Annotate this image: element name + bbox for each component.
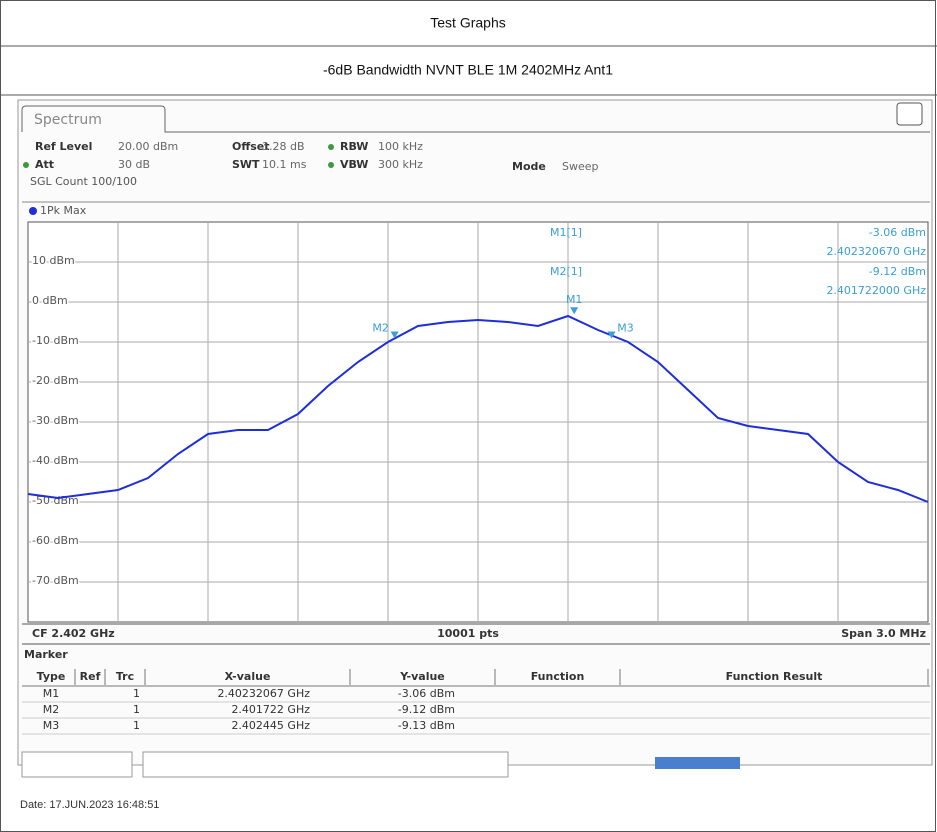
trace-dot — [29, 207, 37, 215]
status-dot — [328, 162, 334, 168]
trace-label: 1Pk Max — [40, 204, 87, 217]
readout-name: M1[1] — [550, 226, 582, 239]
setting-label: SWT — [232, 158, 260, 171]
y-tick-label: 0 dBm — [32, 294, 68, 307]
trace — [27, 314, 929, 503]
column-header: Trc — [116, 670, 134, 683]
tab-label: Spectrum — [34, 112, 102, 128]
setting-label: VBW — [340, 158, 368, 171]
setting-label: Att — [35, 158, 54, 171]
cell: 1 — [133, 687, 140, 700]
status-dot — [328, 144, 334, 150]
column-header: Function — [531, 670, 585, 683]
y-tick-label: -40 dBm — [32, 454, 79, 467]
footer-pts: 10001 pts — [437, 627, 499, 640]
subtitle: -6dB Bandwidth NVNT BLE 1M 2402MHz Ant1 — [323, 62, 613, 78]
readout-level: -9.12 dBm — [869, 265, 926, 278]
setting-value: 20.00 dBm — [118, 140, 178, 153]
y-tick-label: -20 dBm — [32, 374, 79, 387]
cell: 2.40232067 GHz — [217, 687, 310, 700]
setting-value: 30 dB — [118, 158, 150, 171]
y-tick-label: 10 dBm — [32, 254, 75, 267]
sgl-count: SGL Count 100/100 — [30, 175, 137, 188]
y-tick-label: -30 dBm — [32, 414, 79, 427]
cell: M1 — [43, 687, 60, 700]
setting-value: 100 kHz — [378, 140, 423, 153]
column-header: Function Result — [726, 670, 823, 683]
tab — [21, 105, 930, 133]
marker — [570, 307, 579, 315]
status-dot — [23, 162, 29, 168]
cell: -9.13 dBm — [398, 719, 455, 732]
readout-freq: 2.402320670 GHz — [826, 245, 926, 258]
footer-cf: CF 2.402 GHz — [32, 627, 115, 640]
cell: -3.06 dBm — [398, 687, 455, 700]
column-header: Type — [37, 670, 66, 683]
readout-freq: 2.401722000 GHz — [826, 284, 926, 297]
status-box — [21, 751, 133, 778]
column-header: Y-value — [399, 670, 445, 683]
marker — [607, 331, 616, 339]
readout-level: -3.06 dBm — [869, 226, 926, 239]
marker-label: M2 — [372, 321, 389, 334]
cell: -9.12 dBm — [398, 703, 455, 716]
cell: 1 — [133, 703, 140, 716]
setting-value: 10.1 ms — [262, 158, 307, 171]
status-box — [142, 751, 509, 778]
y-tick-label: -10 dBm — [32, 334, 79, 347]
column-header: X-value — [225, 670, 271, 683]
marker-label: M1 — [566, 293, 583, 306]
y-tick-label: -60 dBm — [32, 534, 79, 547]
setting-label: Offset — [232, 140, 270, 153]
icon — [896, 102, 923, 126]
setting-label: Ref Level — [35, 140, 92, 153]
setting-value: Sweep — [562, 160, 599, 173]
cell: 1 — [133, 719, 140, 732]
progress — [655, 757, 740, 769]
marker-title: Marker — [24, 648, 68, 661]
setting-value: 1.28 dB — [262, 140, 305, 153]
date: Date: 17.JUN.2023 16:48:51 — [20, 799, 159, 811]
marker — [390, 331, 399, 339]
readout-name: M2[1] — [550, 265, 582, 278]
cell: 2.402445 GHz — [231, 719, 310, 732]
setting-label: RBW — [340, 140, 368, 153]
cell: M3 — [43, 719, 60, 732]
cell: 2.401722 GHz — [231, 703, 310, 716]
y-tick-label: -70 dBm — [32, 574, 79, 587]
footer-span: Span 3.0 MHz — [841, 627, 926, 640]
marker-label: M3 — [617, 322, 634, 335]
setting-label: Mode — [512, 160, 546, 173]
cell: M2 — [43, 703, 60, 716]
column-header: Ref — [80, 670, 101, 683]
title: Test Graphs — [430, 15, 505, 31]
setting-value: 300 kHz — [378, 158, 423, 171]
